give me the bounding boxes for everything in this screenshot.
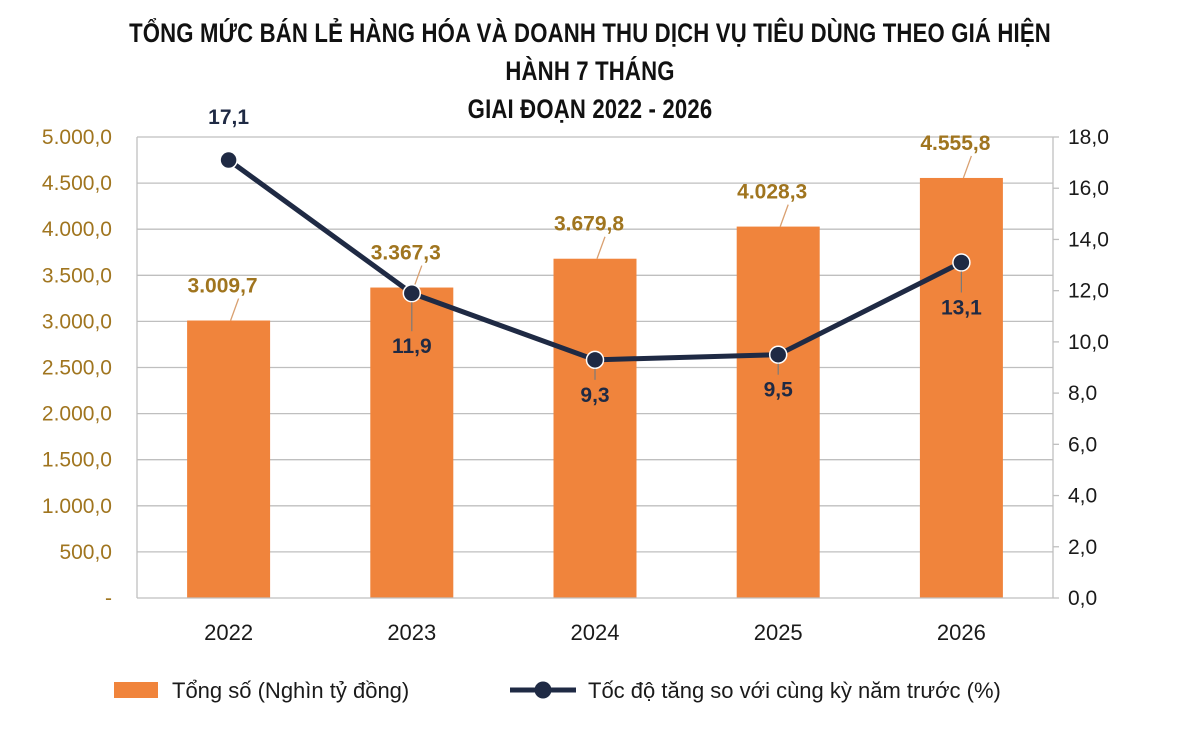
right-tick-label-8: 16,0: [1068, 177, 1109, 200]
bar-2026: [919, 177, 1003, 598]
chart-title-line-1: TỔNG MỨC BÁN LẺ HÀNG HÓA VÀ DOANH THU DỊ…: [129, 18, 1051, 86]
bar-2023: [370, 287, 454, 598]
right-tick-label-6: 12,0: [1068, 280, 1109, 303]
chart-title-line-2: GIAI ĐOẠN 2022 - 2026: [467, 94, 713, 124]
right-axis-ticks: 0,0 2,0 4,0 6,0 8,0 10,0 12,0 14,0 16,0 18,0: [1068, 126, 1109, 610]
line-label-2022: 17,1: [208, 106, 249, 129]
x-tick-label-2022: 2022: [204, 620, 253, 645]
legend-label-line: Tốc độ tăng so với cùng kỳ năm trước (%): [588, 678, 1001, 703]
bar-label-leader-2026: [962, 155, 973, 179]
chart-title: TỔNG MỨC BÁN LẺ HÀNG HÓA VÀ DOANH THU DỊ…: [106, 14, 1074, 128]
bar-label-2022: 3.009,7: [188, 275, 258, 298]
bar-2025: [736, 226, 820, 598]
legend-label-bar: Tổng số (Nghìn tỷ đồng): [172, 678, 409, 703]
left-tick-label-5: 2.500,0: [42, 357, 112, 380]
right-tick-label-4: 8,0: [1068, 382, 1097, 405]
right-tick-label-1: 2,0: [1068, 536, 1097, 559]
left-tick-label-10: 5.000,0: [42, 126, 112, 149]
left-tick-label-9: 4.500,0: [42, 172, 112, 195]
left-tick-label-8: 4.000,0: [42, 218, 112, 241]
bar-label-2024: 3.679,8: [554, 213, 624, 236]
line-label-2026: 13,1: [941, 296, 982, 319]
bar-label-leader-2024: [596, 236, 606, 259]
line-series: 17,1 11,9 9,3 9,5 13,1: [208, 106, 982, 407]
right-tick-label-3: 6,0: [1068, 433, 1097, 456]
x-tick-label-2026: 2026: [937, 620, 986, 645]
line-point-2025: [768, 345, 788, 364]
bar-label-leader-2022: [229, 298, 240, 321]
right-tick-label-7: 14,0: [1068, 228, 1109, 251]
bar-label-leader-2025: [779, 204, 789, 227]
x-axis-ticks: 2022 2023 2024 2025 2026: [204, 620, 986, 645]
legend-swatch-marker: [534, 681, 552, 699]
right-tick-label-5: 10,0: [1068, 331, 1109, 354]
line-label-2023: 11,9: [392, 335, 432, 358]
x-tick-label-2025: 2025: [754, 620, 803, 645]
bar-2024: [553, 258, 637, 598]
right-tick-label-2: 4,0: [1068, 485, 1097, 508]
line-label-2024: 9,3: [580, 384, 609, 407]
line-label-2025: 9,5: [764, 379, 794, 402]
bar-label-2023: 3.367,3: [371, 242, 441, 265]
legend: Tổng số (Nghìn tỷ đồng) Tốc độ tăng so vớ…: [114, 678, 1001, 703]
left-tick-label-0: -: [105, 587, 112, 610]
left-tick-label-6: 3.000,0: [42, 310, 112, 333]
line-point-2024: [585, 350, 605, 370]
left-tick-label-4: 2.000,0: [42, 403, 112, 426]
bar-label-2026: 4.555,8: [920, 132, 990, 155]
line-point-2026: [952, 253, 971, 272]
left-axis-ticks: - 500,0 1.000,0 1.500,0 2.000,0 2.500,0 3.000,…: [42, 126, 112, 610]
left-tick-label-3: 1.500,0: [42, 449, 112, 472]
bar-2022: [187, 320, 271, 598]
axes: [136, 136, 1059, 599]
bar-data-labels: 3.009,7 3.367,3 3.679,8 4.028,3 4.555,8: [188, 132, 991, 321]
x-tick-label-2024: 2024: [571, 620, 620, 645]
left-tick-label-2: 1.000,0: [42, 495, 112, 518]
x-tick-label-2023: 2023: [387, 620, 436, 645]
bar-label-2025: 4.028,3: [737, 181, 807, 204]
left-tick-label-7: 3.500,0: [42, 264, 112, 287]
left-tick-label-1: 500,0: [59, 541, 112, 564]
legend-swatch-bar: [114, 682, 158, 698]
right-tick-label-9: 18,0: [1068, 126, 1109, 149]
line-point-2023: [402, 283, 422, 303]
line-point-2022: [219, 150, 238, 170]
right-tick-label-0: 0,0: [1068, 587, 1097, 610]
bar-label-leader-2023: [413, 265, 423, 288]
bar-series: [187, 177, 1003, 598]
